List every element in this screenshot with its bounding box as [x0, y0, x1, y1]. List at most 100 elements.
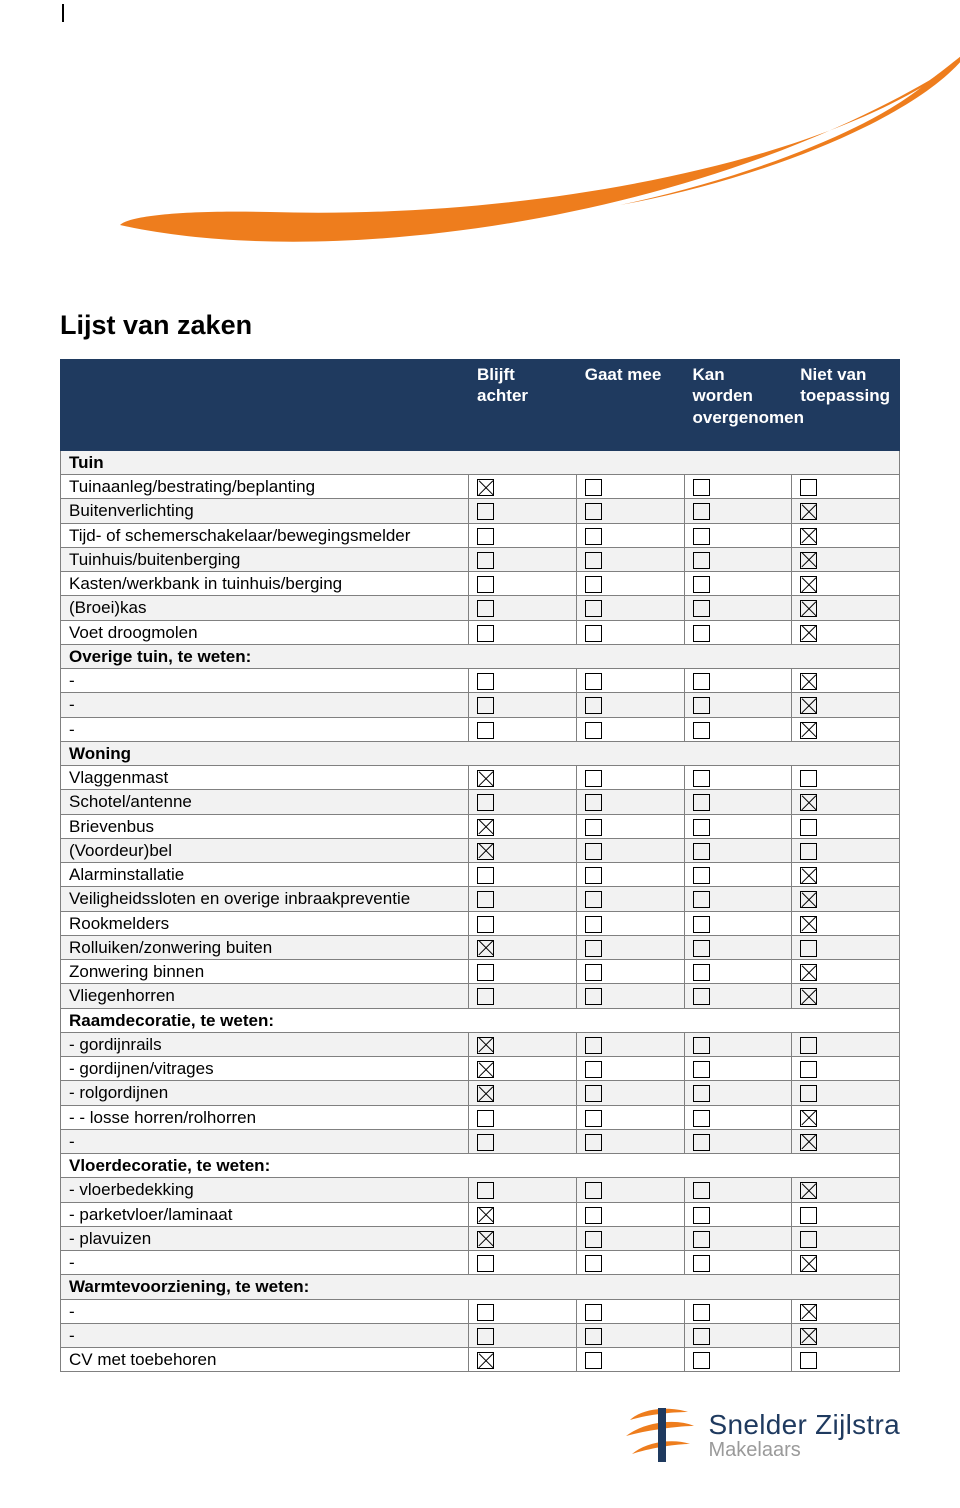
checkbox-icon[interactable]	[693, 867, 710, 884]
checkbox-icon[interactable]	[585, 600, 602, 617]
checkbox-icon[interactable]	[585, 988, 602, 1005]
checkbox-icon[interactable]	[693, 625, 710, 642]
checkbox-icon[interactable]	[477, 503, 494, 520]
checkbox-icon[interactable]	[477, 1061, 494, 1078]
checkbox-icon[interactable]	[477, 794, 494, 811]
checkbox-icon[interactable]	[477, 1207, 494, 1224]
checkbox-icon[interactable]	[800, 1110, 817, 1127]
checkbox-icon[interactable]	[477, 722, 494, 739]
checkbox-icon[interactable]	[585, 1304, 602, 1321]
checkbox-icon[interactable]	[477, 552, 494, 569]
checkbox-icon[interactable]	[477, 770, 494, 787]
checkbox-icon[interactable]	[477, 940, 494, 957]
checkbox-icon[interactable]	[693, 552, 710, 569]
checkbox-icon[interactable]	[585, 673, 602, 690]
checkbox-icon[interactable]	[477, 1037, 494, 1054]
checkbox-icon[interactable]	[693, 988, 710, 1005]
checkbox-icon[interactable]	[477, 576, 494, 593]
checkbox-icon[interactable]	[477, 1085, 494, 1102]
checkbox-icon[interactable]	[800, 503, 817, 520]
checkbox-icon[interactable]	[800, 1328, 817, 1345]
checkbox-icon[interactable]	[800, 843, 817, 860]
checkbox-icon[interactable]	[585, 1255, 602, 1272]
checkbox-icon[interactable]	[477, 819, 494, 836]
checkbox-icon[interactable]	[585, 940, 602, 957]
checkbox-icon[interactable]	[693, 843, 710, 860]
checkbox-icon[interactable]	[800, 1352, 817, 1369]
checkbox-icon[interactable]	[800, 528, 817, 545]
checkbox-icon[interactable]	[800, 479, 817, 496]
checkbox-icon[interactable]	[800, 1061, 817, 1078]
checkbox-icon[interactable]	[800, 1037, 817, 1054]
checkbox-icon[interactable]	[477, 1110, 494, 1127]
checkbox-icon[interactable]	[585, 503, 602, 520]
checkbox-icon[interactable]	[585, 819, 602, 836]
checkbox-icon[interactable]	[585, 1061, 602, 1078]
checkbox-icon[interactable]	[477, 891, 494, 908]
checkbox-icon[interactable]	[585, 794, 602, 811]
checkbox-icon[interactable]	[585, 1207, 602, 1224]
checkbox-icon[interactable]	[585, 916, 602, 933]
checkbox-icon[interactable]	[693, 1231, 710, 1248]
checkbox-icon[interactable]	[585, 479, 602, 496]
checkbox-icon[interactable]	[800, 1085, 817, 1102]
checkbox-icon[interactable]	[585, 552, 602, 569]
checkbox-icon[interactable]	[693, 479, 710, 496]
checkbox-icon[interactable]	[585, 1352, 602, 1369]
checkbox-icon[interactable]	[477, 867, 494, 884]
checkbox-icon[interactable]	[477, 843, 494, 860]
checkbox-icon[interactable]	[477, 964, 494, 981]
checkbox-icon[interactable]	[800, 964, 817, 981]
checkbox-icon[interactable]	[800, 722, 817, 739]
checkbox-icon[interactable]	[693, 1061, 710, 1078]
checkbox-icon[interactable]	[693, 1037, 710, 1054]
checkbox-icon[interactable]	[477, 988, 494, 1005]
checkbox-icon[interactable]	[693, 722, 710, 739]
checkbox-icon[interactable]	[693, 964, 710, 981]
checkbox-icon[interactable]	[585, 722, 602, 739]
checkbox-icon[interactable]	[693, 1328, 710, 1345]
checkbox-icon[interactable]	[585, 1328, 602, 1345]
checkbox-icon[interactable]	[693, 940, 710, 957]
checkbox-icon[interactable]	[585, 1110, 602, 1127]
checkbox-icon[interactable]	[693, 819, 710, 836]
checkbox-icon[interactable]	[477, 1255, 494, 1272]
checkbox-icon[interactable]	[477, 697, 494, 714]
checkbox-icon[interactable]	[477, 528, 494, 545]
checkbox-icon[interactable]	[477, 1328, 494, 1345]
checkbox-icon[interactable]	[477, 916, 494, 933]
checkbox-icon[interactable]	[477, 479, 494, 496]
checkbox-icon[interactable]	[585, 843, 602, 860]
checkbox-icon[interactable]	[800, 794, 817, 811]
checkbox-icon[interactable]	[585, 697, 602, 714]
checkbox-icon[interactable]	[693, 891, 710, 908]
checkbox-icon[interactable]	[585, 1134, 602, 1151]
checkbox-icon[interactable]	[800, 1231, 817, 1248]
checkbox-icon[interactable]	[800, 625, 817, 642]
checkbox-icon[interactable]	[477, 1182, 494, 1199]
checkbox-icon[interactable]	[693, 673, 710, 690]
checkbox-icon[interactable]	[585, 1037, 602, 1054]
checkbox-icon[interactable]	[693, 1207, 710, 1224]
checkbox-icon[interactable]	[800, 552, 817, 569]
checkbox-icon[interactable]	[800, 770, 817, 787]
checkbox-icon[interactable]	[800, 940, 817, 957]
checkbox-icon[interactable]	[693, 1085, 710, 1102]
checkbox-icon[interactable]	[693, 1182, 710, 1199]
checkbox-icon[interactable]	[693, 794, 710, 811]
checkbox-icon[interactable]	[693, 1352, 710, 1369]
checkbox-icon[interactable]	[800, 1255, 817, 1272]
checkbox-icon[interactable]	[800, 867, 817, 884]
checkbox-icon[interactable]	[800, 576, 817, 593]
checkbox-icon[interactable]	[585, 770, 602, 787]
checkbox-icon[interactable]	[800, 1207, 817, 1224]
checkbox-icon[interactable]	[800, 988, 817, 1005]
checkbox-icon[interactable]	[693, 1134, 710, 1151]
checkbox-icon[interactable]	[800, 819, 817, 836]
checkbox-icon[interactable]	[693, 916, 710, 933]
checkbox-icon[interactable]	[477, 1352, 494, 1369]
checkbox-icon[interactable]	[585, 964, 602, 981]
checkbox-icon[interactable]	[585, 625, 602, 642]
checkbox-icon[interactable]	[693, 770, 710, 787]
checkbox-icon[interactable]	[585, 1085, 602, 1102]
